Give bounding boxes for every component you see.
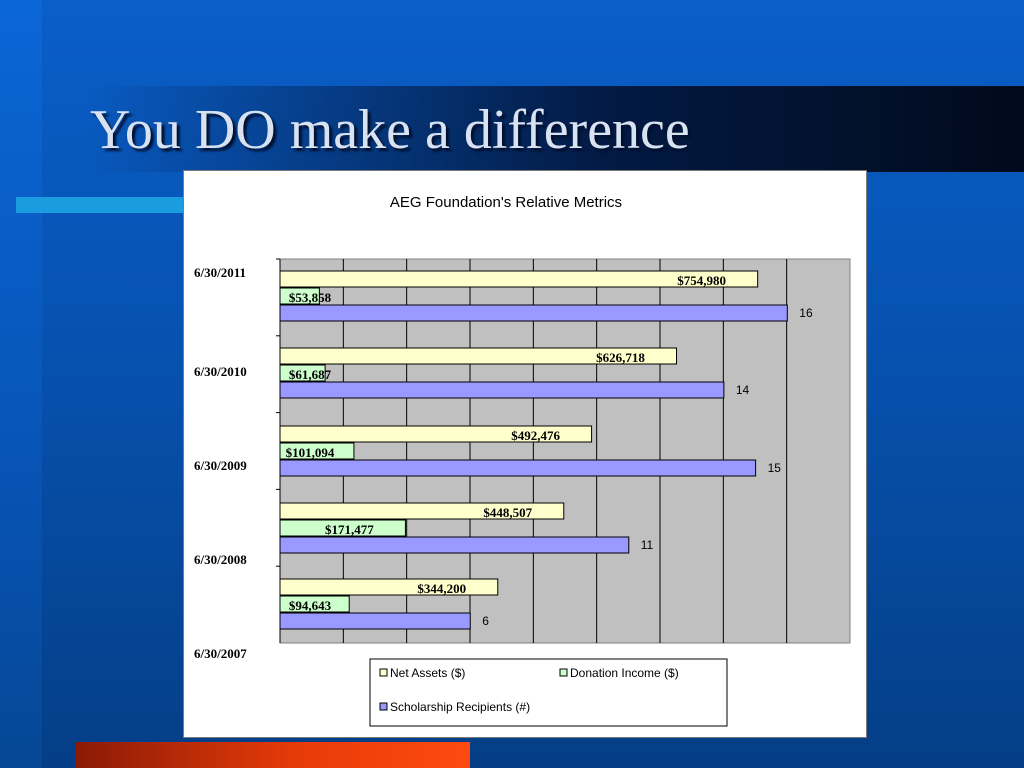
bar-net-assets (279, 347, 678, 365)
chart-title: AEG Foundation's Relative Metrics (390, 194, 622, 211)
bar-scholarship-recipients (279, 536, 630, 554)
data-label: $344,200 (417, 581, 466, 596)
bar-donation-income (279, 595, 350, 613)
data-label: 15 (768, 461, 782, 475)
bar-scholarship-recipients (279, 381, 725, 399)
bar-donation-income (279, 442, 355, 460)
bar-scholarship-recipients (279, 459, 757, 477)
legend-swatch (379, 668, 388, 677)
legend-box (369, 658, 728, 727)
data-label: $171,477 (325, 522, 374, 537)
y-tick-label: 6/30/2007 (194, 646, 247, 661)
bar-scholarship-recipients (279, 304, 788, 322)
cyan-accent-bar (16, 197, 186, 213)
red-accent-bar (76, 742, 470, 768)
legend-label: Net Assets ($) (390, 666, 465, 680)
data-label: $101,094 (286, 445, 335, 460)
data-label: 6 (482, 614, 489, 628)
data-label: 16 (799, 306, 813, 320)
data-label: $53,858 (289, 290, 332, 305)
data-label: 14 (736, 383, 750, 397)
y-tick-label: 6/30/2009 (194, 458, 247, 473)
legend-label: Donation Income ($) (570, 666, 679, 680)
legend-label: Scholarship Recipients (#) (390, 700, 530, 714)
slide-title: You DO make a difference (90, 99, 690, 161)
bar-net-assets (279, 270, 759, 288)
left-accent-stripe (0, 0, 42, 768)
legend-swatch (559, 668, 568, 677)
bar-donation-income (279, 287, 320, 305)
bar-net-assets (279, 425, 593, 443)
y-tick-label: 6/30/2008 (194, 552, 247, 567)
data-label: $94,643 (289, 598, 332, 613)
bar-donation-income (279, 364, 326, 382)
y-tick-label: 6/30/2010 (194, 364, 247, 379)
metrics-chart: AEG Foundation's Relative Metrics $754,9… (194, 194, 851, 727)
data-label: 11 (641, 538, 654, 552)
data-label: $492,476 (511, 428, 560, 443)
data-label: $754,980 (677, 273, 726, 288)
title-band (86, 86, 1024, 172)
data-label: $61,687 (289, 367, 332, 382)
data-label: $448,507 (483, 505, 532, 520)
bar-scholarship-recipients (279, 612, 471, 630)
bar-donation-income (279, 519, 406, 537)
legend-swatch (379, 702, 388, 711)
data-label: $626,718 (596, 350, 645, 365)
bar-net-assets (279, 502, 565, 520)
chart-container: AEG Foundation's Relative Metrics $754,9… (183, 170, 867, 738)
bar-net-assets (279, 578, 499, 596)
y-tick-label: 6/30/2011 (194, 265, 246, 280)
